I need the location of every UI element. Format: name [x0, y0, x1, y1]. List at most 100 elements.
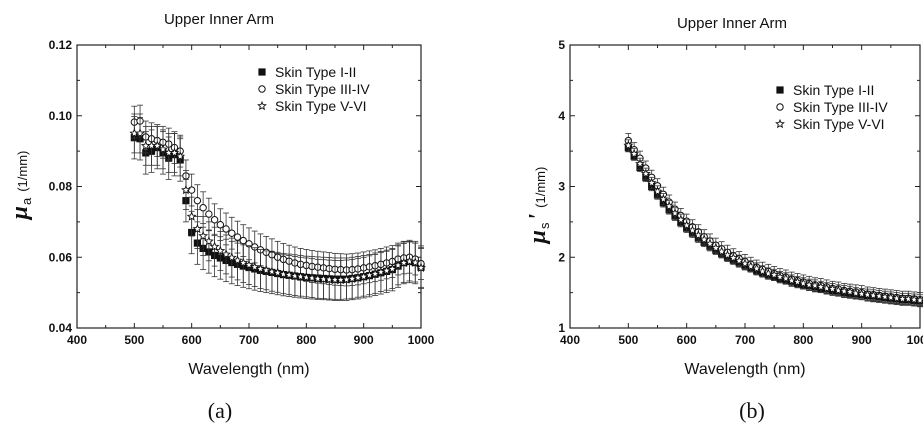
- panel-a-series-2-point: [199, 204, 207, 212]
- panel-a-series-3-point: [416, 262, 426, 273]
- panel-a-series-2-point: [233, 233, 242, 241]
- panel-a-x-ticks: 400 500 600 700 800 900 1000: [67, 45, 435, 347]
- panel-a-x-tick-label: 400: [67, 333, 87, 347]
- panel-b-series-3-point: [804, 279, 815, 290]
- panel-b-series-1: [624, 142, 923, 306]
- panel-b: Upper Inner Arm Wavelength (nm) μs ' (1/mm…: [525, 15, 923, 423]
- panel-a-series-3-point: [249, 261, 260, 272]
- panel-b-series-3-point: [891, 293, 902, 303]
- panel-a-series-3: [129, 113, 426, 300]
- panel-b-series-3-point: [827, 283, 838, 294]
- panel-b-series-3-point: [670, 208, 680, 218]
- panel-a-legend-marker-1: [258, 68, 266, 76]
- panel-b-x-tick-label: 600: [677, 333, 697, 347]
- panel-a-series-3-point: [175, 151, 186, 161]
- panel-b-series-3-point: [716, 246, 727, 256]
- panel-b-series-3-point: [658, 194, 669, 204]
- panel-b-series-3-point: [786, 275, 797, 285]
- panel-a-series-3-point: [289, 270, 300, 281]
- panel-a-y-subscript: a: [19, 197, 34, 205]
- panel-a-series-3-point: [387, 263, 398, 274]
- panel-a-series-3-point: [261, 265, 272, 275]
- panel-b-series-3-point: [903, 293, 914, 304]
- panel-a-x-tick-label: 800: [296, 333, 316, 347]
- panel-a-series-3-point: [272, 267, 283, 277]
- panel-b-series-3-point: [885, 292, 896, 302]
- panel-b-series-3-point: [810, 280, 820, 290]
- panel-a-legend-label-2: Skin Type III-IV: [275, 81, 370, 97]
- panel-b-series-3-point: [745, 261, 756, 271]
- panel-b-series-3-error-bars: [625, 139, 923, 307]
- panel-b-y-prime: ': [525, 213, 551, 220]
- panel-b-y-tick-label: 5: [558, 38, 565, 52]
- panel-a-series-3-point: [198, 230, 209, 241]
- panel-a-series-2-point: [228, 229, 236, 237]
- panel-b-y-subscript: s: [537, 222, 552, 229]
- panel-b-x-tick-label: 800: [793, 333, 813, 347]
- panel-b-legend-marker-1: [776, 86, 784, 94]
- panel-b-series-3-point: [868, 290, 879, 300]
- svg-text:μa(1/mm): μa (1/mm): [7, 151, 34, 222]
- panel-b-series-3-points: [623, 140, 923, 305]
- panel-a: Upper Inner Arm Wavelength (nm) μa (1/mm)…: [7, 11, 435, 423]
- panel-a-x-tick-label: 700: [239, 333, 259, 347]
- panel-b-series-3-point: [850, 288, 861, 298]
- panel-b-series-3-point: [833, 285, 844, 295]
- panel-a-series-2-point: [222, 225, 230, 233]
- panel-a-x-tick-label: 500: [124, 333, 144, 347]
- panel-b-series-3-point: [763, 268, 774, 278]
- panel-a-y-symbol: μ: [7, 206, 33, 221]
- panel-a-y-axis-label: μa (1/mm): [7, 151, 34, 222]
- panel-a-series-3-point: [404, 256, 415, 266]
- panel-a-series-2-point: [216, 221, 225, 229]
- panel-b-series-3-point: [640, 168, 651, 178]
- panel-b-series-1-error-bars: [625, 142, 923, 306]
- panel-b-x-tick-label: 1000: [907, 333, 923, 347]
- panel-a-series-2-point: [193, 196, 202, 205]
- panel-b-legend-label-2: Skin Type III-IV: [793, 99, 888, 115]
- panel-b-series-3-point: [798, 278, 809, 288]
- panel-a-series-3-point: [267, 266, 277, 276]
- panel-b-series-3-point: [862, 289, 873, 299]
- panel-b-series-3-point: [874, 290, 885, 301]
- panel-a-x-tick-label: 1000: [408, 333, 435, 347]
- panel-b-legend-marker-2: [776, 103, 784, 111]
- panel-b-series-3-point: [675, 214, 686, 224]
- panel-b-series-3-point: [623, 140, 634, 150]
- panel-b-legend-marker-3: [775, 118, 785, 129]
- panel-b-series-3-point: [664, 201, 675, 211]
- panel-a-series-3-point: [135, 128, 145, 138]
- panel-a-series-3-point: [410, 257, 421, 267]
- panel-b-series-3-point: [780, 273, 791, 283]
- panel-b-legend-label-3: Skin Type V-VI: [793, 116, 885, 132]
- panel-b-x-tick-label: 700: [735, 333, 755, 347]
- panel-a-series-3-point: [301, 272, 312, 282]
- panel-a-y-tick-label: 0.12: [49, 38, 73, 52]
- panel-b-y-unit: (1/mm): [533, 167, 548, 208]
- panel-b-series-3-point: [652, 186, 663, 196]
- panel-a-legend-marker-2: [258, 85, 266, 93]
- panel-b-series-3-point: [635, 158, 645, 169]
- panel-b-series-3-point: [710, 242, 721, 253]
- panel-b-series-3-point: [693, 230, 704, 240]
- panel-b-series-3-point: [815, 281, 826, 292]
- panel-a-series-3-point: [186, 211, 197, 221]
- panel-b-series-3-point: [792, 276, 803, 287]
- panel-a-series-3-point: [370, 268, 381, 279]
- panel-a-series-3-point: [295, 271, 306, 281]
- panel-b-series-3-point: [880, 291, 890, 302]
- panel-b-series-3-point: [629, 148, 640, 159]
- panel-a-y-tick-label: 0.04: [49, 321, 73, 335]
- panel-b-series-3-point: [687, 225, 698, 235]
- panel-a-series-3-point: [215, 245, 226, 256]
- panel-b-series-3-point: [856, 288, 867, 299]
- panel-a-series-3-point: [255, 263, 266, 274]
- panel-a-series-3-point: [169, 147, 180, 158]
- panel-a-y-unit: (1/mm): [15, 151, 30, 192]
- panel-a-x-axis-label: Wavelength (nm): [188, 361, 309, 378]
- panel-a-series-3-point: [181, 184, 191, 195]
- panel-a-series-2-point: [187, 186, 196, 194]
